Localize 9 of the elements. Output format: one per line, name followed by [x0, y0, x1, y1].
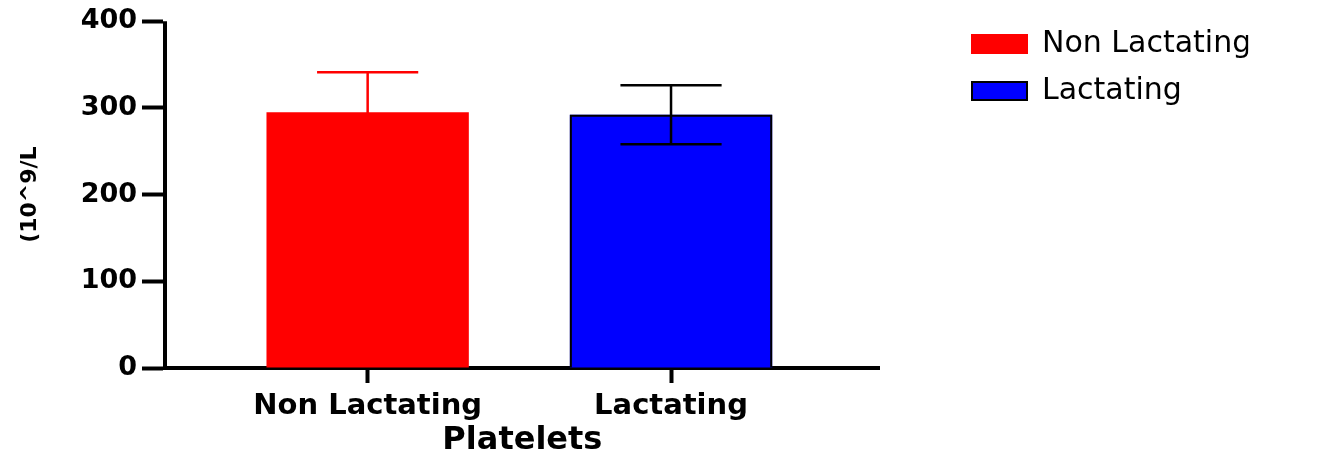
y-tick-label: 300 — [80, 89, 137, 121]
y-tick-label: 0 — [118, 350, 137, 382]
legend-label: Lactating — [1042, 70, 1182, 106]
legend-label: Non Lactating — [1042, 23, 1252, 59]
y-tick-label: 200 — [80, 176, 137, 208]
y-axis-title: (10^9/L — [15, 146, 41, 243]
y-tick-label: 100 — [80, 263, 137, 295]
y-tick-label: 400 — [80, 3, 137, 35]
x-axis-title: Platelets — [442, 419, 603, 458]
